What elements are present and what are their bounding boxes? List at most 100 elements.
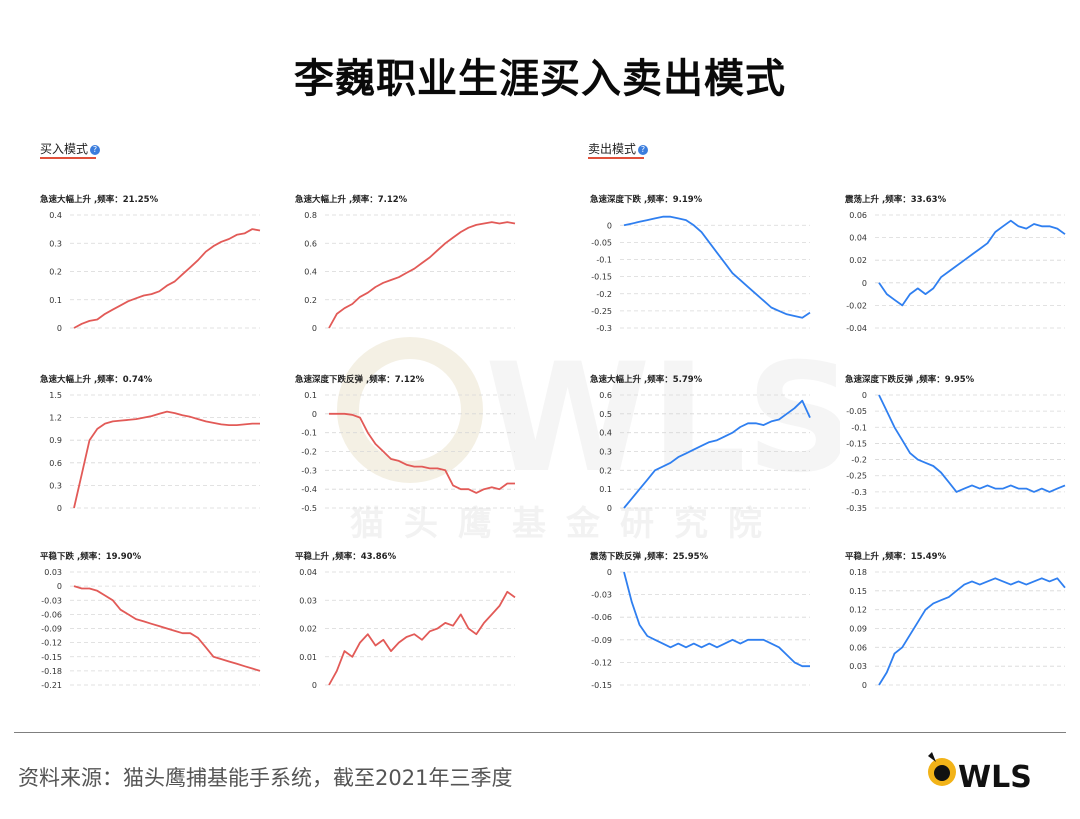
chart-title: 平稳上升 ,频率：15.49% (845, 552, 947, 562)
y-tick-label: 0.4 (599, 429, 612, 438)
y-tick-label: -0.3 (301, 466, 317, 475)
logo-text: WLS (958, 760, 1032, 795)
y-tick-label: 0 (57, 504, 62, 513)
y-tick-label: -0.03 (41, 596, 62, 605)
y-tick-label: -0.12 (41, 639, 62, 648)
chart-panel: 震荡上升 ,频率：33.63% 0.06 0.04 0.02 0 -0.02 -0.04 (843, 193, 1073, 343)
chart-svg: 0.8 0.6 0.4 0.2 0 (304, 211, 516, 333)
y-tick-label: 0.4 (49, 211, 62, 220)
y-tick-label: -0.03 (591, 591, 612, 600)
series-line (73, 228, 261, 329)
y-tick-label: 0 (862, 391, 867, 400)
chart-panel: 急速深度下跌反弹 ,频率：7.12% 0.1 0 -0.1 -0.2 -0.3 -0.4 -0… (293, 373, 523, 523)
y-tick-label: -0.15 (41, 653, 62, 662)
y-tick-label: 0.2 (304, 296, 317, 305)
y-tick-label: 0.3 (49, 481, 62, 490)
buy-section-underline (40, 157, 96, 159)
y-tick-label: 0.02 (299, 625, 317, 634)
y-tick-label: -0.21 (41, 681, 62, 690)
sell-section-underline (588, 157, 644, 159)
y-tick-label: -0.12 (591, 658, 612, 667)
y-tick-label: 0.4 (304, 268, 317, 277)
y-tick-label: 0 (312, 410, 317, 419)
buy-section-label: 买入模式? (40, 140, 101, 159)
chart-svg: 0.03 0 -0.03 -0.06 -0.09 -0.12 -0.15 -0.18 -0.21 (41, 568, 261, 690)
y-tick-label: -0.1 (596, 256, 612, 265)
chart-svg: 0.4 0.3 0.2 0.1 0 (49, 211, 261, 333)
y-tick-label: -0.2 (301, 448, 317, 457)
y-tick-label: -0.2 (851, 456, 867, 465)
y-tick-label: -0.15 (591, 273, 612, 282)
chart-panel: 急速大幅上升 ,频率：7.12% 0.8 0.6 0.4 0.2 0 (293, 193, 523, 343)
y-tick-label: 0.18 (849, 568, 867, 577)
y-tick-label: 0 (862, 279, 867, 288)
series-line (878, 219, 1066, 307)
y-tick-label: -0.09 (41, 625, 62, 634)
chart-svg: 0 -0.05 -0.1 -0.15 -0.2 -0.25 -0.3 (591, 215, 811, 333)
y-tick-label: 0.04 (299, 568, 317, 577)
y-tick-label: 0 (607, 504, 612, 513)
chart-title: 急速深度下跌反弹 ,频率：9.95% (845, 375, 975, 385)
y-tick-label: -0.15 (846, 439, 867, 448)
y-tick-label: 0 (607, 221, 612, 230)
y-tick-label: 0 (57, 324, 62, 333)
y-tick-label: 0.02 (849, 256, 867, 265)
series-line (328, 590, 516, 686)
y-tick-label: 0.03 (849, 662, 867, 671)
chart-panel: 平稳上升 ,频率：15.49% 0.18 0.15 0.12 0.09 0.06 0.03 0 (843, 550, 1073, 700)
chart-panel: 平稳上升 ,频率：43.86% 0.04 0.03 0.02 0.01 0 (293, 550, 523, 700)
y-tick-label: -0.1 (301, 429, 317, 438)
chart-panel: 急速大幅上升 ,频率：21.25% 0.4 0.3 0.2 0.1 0 (38, 193, 268, 343)
help-icon[interactable]: ? (638, 145, 649, 155)
y-tick-label: 0.1 (304, 391, 317, 400)
sell-section-label: 卖出模式? (588, 140, 649, 159)
page-title: 李巍职业生涯买入卖出模式 (294, 56, 786, 102)
y-tick-label: -0.05 (591, 238, 612, 247)
y-tick-label: 0.12 (849, 606, 867, 615)
y-tick-label: -0.18 (41, 667, 62, 676)
y-tick-label: -0.35 (846, 504, 867, 513)
y-tick-label: 0 (607, 568, 612, 577)
chart-panel: 平稳下跌 ,频率：19.90% 0.03 0 -0.03 -0.06 -0.09 -0.12… (38, 550, 268, 700)
y-tick-label: 0 (312, 681, 317, 690)
y-tick-label: 0.09 (849, 625, 867, 634)
y-tick-label: -0.5 (301, 504, 317, 513)
chart-svg: 0.04 0.03 0.02 0.01 0 (299, 568, 516, 690)
y-tick-label: 0 (57, 582, 62, 591)
help-icon[interactable]: ? (90, 145, 101, 155)
y-tick-label: 0.6 (304, 239, 317, 248)
chart-title: 平稳上升 ,频率：43.86% (295, 552, 397, 562)
y-tick-label: 0.03 (299, 596, 317, 605)
y-tick-label: 0.9 (49, 436, 62, 445)
y-tick-label: 1.5 (49, 391, 62, 400)
y-tick-label: 0.04 (849, 234, 867, 243)
chart-svg: 0.18 0.15 0.12 0.09 0.06 0.03 0 (849, 568, 1066, 690)
chart-title: 急速大幅上升 ,频率：21.25% (40, 195, 159, 205)
y-tick-label: -0.04 (846, 324, 867, 333)
y-tick-label: 0.06 (849, 211, 867, 220)
buy-section-text: 买入模式 (40, 142, 89, 156)
chart-panel: 急速深度下跌反弹 ,频率：9.95% 0 -0.05 -0.1 -0.15 -0.2 -0.… (843, 373, 1073, 523)
y-tick-label: 1.2 (49, 414, 62, 423)
series-line (73, 585, 261, 672)
series-line (73, 410, 260, 509)
y-tick-label: 0.3 (49, 239, 62, 248)
y-tick-label: -0.15 (591, 681, 612, 690)
y-tick-label: -0.1 (851, 423, 867, 432)
chart-svg: 0.06 0.04 0.02 0 -0.02 -0.04 (846, 211, 1066, 333)
y-tick-label: -0.4 (301, 485, 317, 494)
y-tick-label: -0.3 (851, 488, 867, 497)
y-tick-label: 0.5 (599, 410, 612, 419)
series-line (878, 577, 1066, 686)
chart-svg: 0 -0.05 -0.1 -0.15 -0.2 -0.25 -0.3 -0.35 (846, 391, 1066, 513)
y-tick-label: 0.1 (599, 485, 612, 494)
y-tick-label: 0.1 (49, 296, 62, 305)
y-tick-label: -0.06 (41, 610, 62, 619)
y-tick-label: 0.8 (304, 211, 317, 220)
series-line (328, 221, 516, 329)
chart-title: 震荡下跌反弹 ,频率：25.95% (590, 552, 709, 562)
chart-panel: 急速深度下跌 ,频率：9.19% 0 -0.05 -0.1 -0.15 -0.2 -0.25… (588, 193, 818, 343)
y-tick-label: 0.6 (49, 459, 62, 468)
chart-panel: 急速大幅上升 ,频率：5.79% 0.6 0.5 0.4 0.3 0.2 0.1 0 (588, 373, 818, 523)
y-tick-label: 0.01 (299, 653, 317, 662)
